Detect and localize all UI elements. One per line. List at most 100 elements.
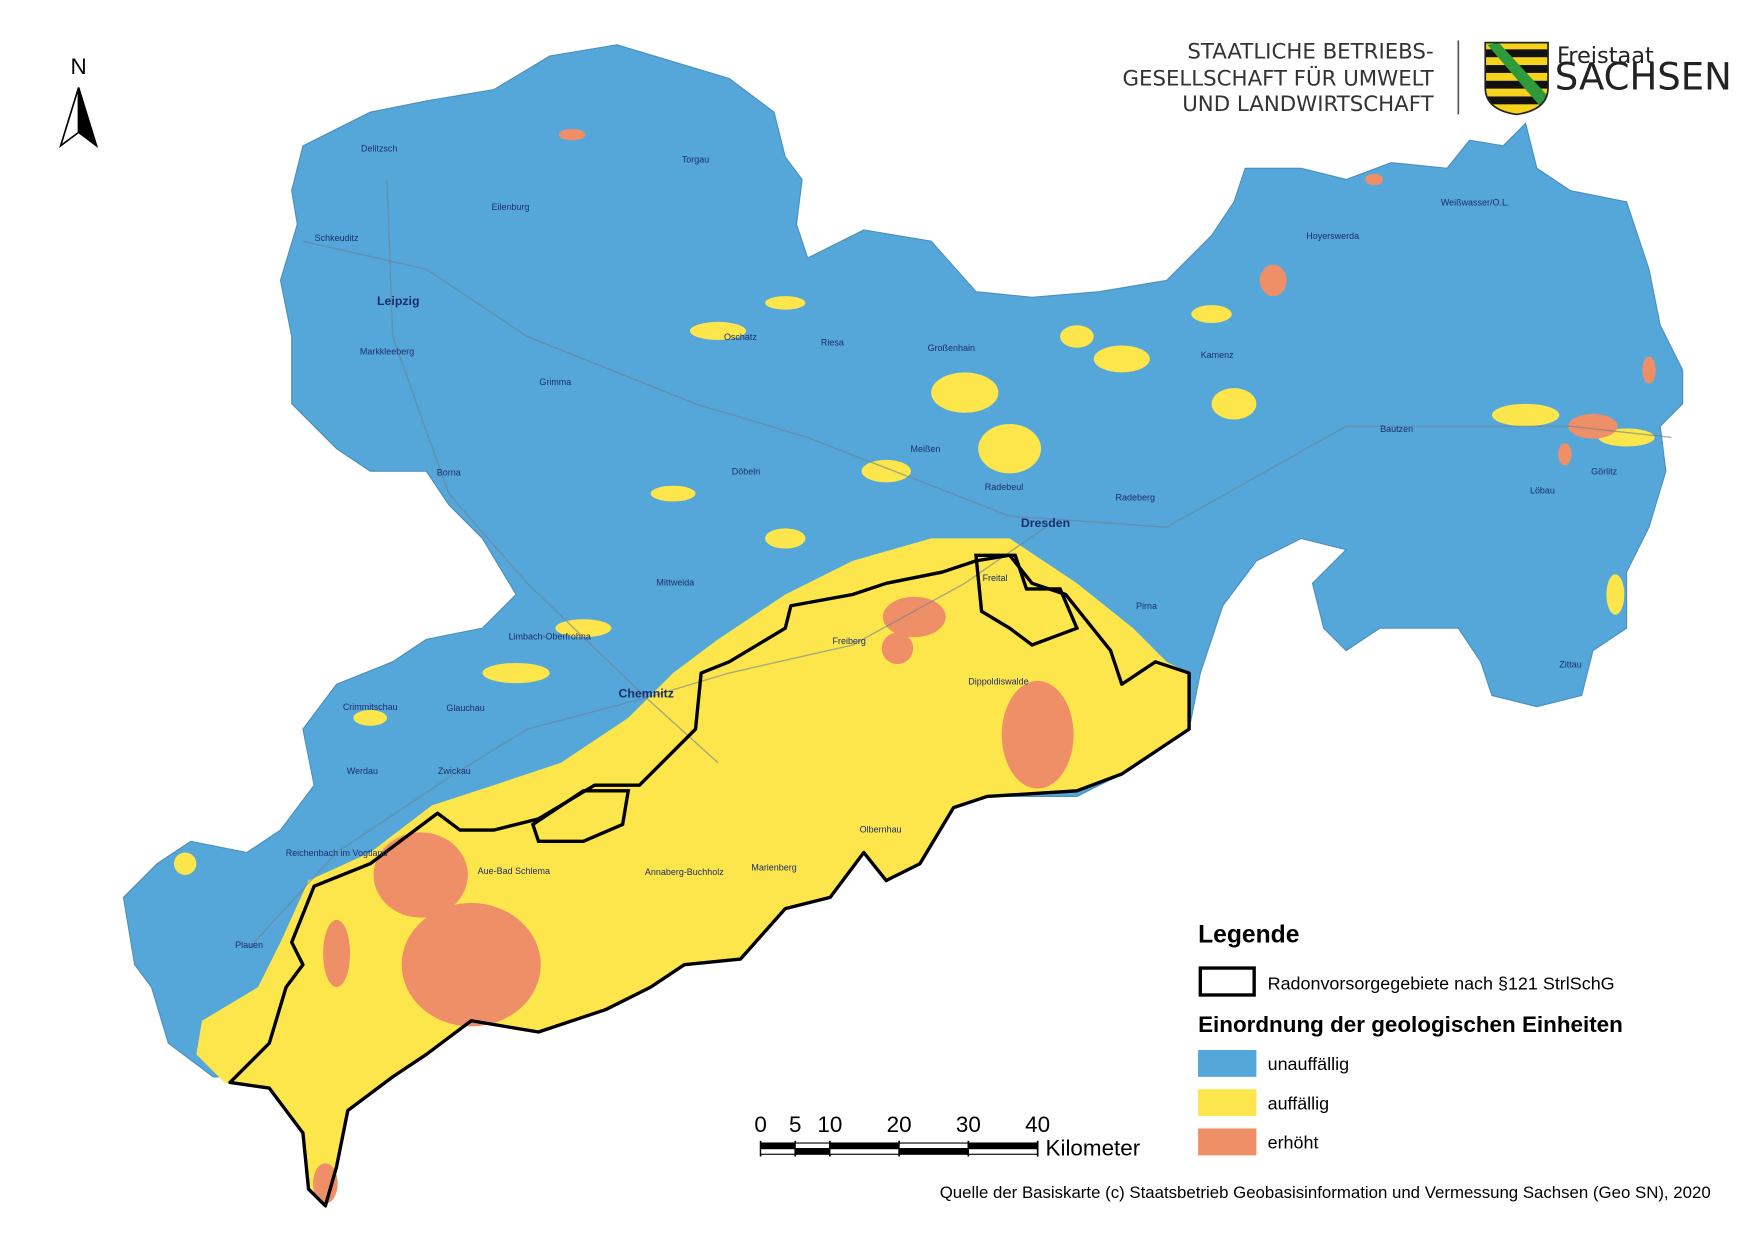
state-small: Freistaat (1557, 43, 1654, 69)
high-zone (1642, 356, 1656, 384)
legend: Legende Radonvorsorgegebiete nach §121 S… (1198, 921, 1623, 1156)
map-layers (122, 44, 1684, 1208)
source-note: Quelle der Basiskarte (c) Staatsbetrieb … (940, 1183, 1711, 1202)
place-label: Großenhain (928, 343, 975, 353)
place-label: Bautzen (1380, 424, 1413, 434)
place-label: Dresden (1021, 516, 1070, 530)
high-zone (1568, 413, 1618, 439)
high-zone (373, 832, 468, 918)
legend-boundary-label: Radonvorsorgegebiete nach §121 StrlSchG (1268, 973, 1615, 993)
high-zone (1558, 443, 1572, 466)
place-label: Reichenbach im Vogtland (286, 848, 388, 858)
high-zone (558, 128, 586, 141)
scale-segment (760, 1142, 796, 1150)
shield-stripe (1485, 80, 1549, 89)
place-label: Limbach-Oberfrohna (509, 631, 591, 641)
legend-swatch (1198, 1049, 1257, 1077)
scale-tick-label: 30 (956, 1112, 981, 1137)
elevated-patch (1606, 574, 1625, 615)
high-zone (401, 902, 541, 1027)
place-label: Markkleeberg (360, 346, 414, 356)
agency-line: STAATLICHE BETRIEBS- (1187, 39, 1433, 64)
legend-boundary-swatch (1198, 966, 1256, 997)
elevated-patch (689, 321, 747, 340)
scale-tick-label: 40 (1025, 1112, 1050, 1137)
elevated-patch (1491, 403, 1560, 427)
place-label: Pirna (1136, 601, 1157, 611)
road (302, 240, 1672, 528)
scale-tick-label: 10 (817, 1112, 842, 1137)
place-label: Werdau (347, 766, 378, 776)
place-label: Aue-Bad Schlema (478, 866, 550, 876)
place-label: Freiberg (833, 636, 866, 646)
elevated-patch (1191, 305, 1232, 324)
place-label: Chemnitz (618, 687, 673, 701)
rue-crown (1487, 42, 1549, 108)
legend-classes-title: Einordnung der geologischen Einheiten (1198, 1012, 1623, 1037)
agency-line: UND LANDWIRTSCHAFT (1182, 92, 1434, 117)
high-zone (313, 1163, 338, 1204)
scale-segment (898, 1148, 969, 1155)
legend-label: erhöht (1268, 1133, 1319, 1153)
scale-segment (760, 1148, 796, 1155)
shield-stripe (1485, 49, 1549, 58)
north-arrow-right (77, 87, 99, 149)
place-label: Riesa (821, 337, 844, 347)
place-label: Crimmitschau (343, 702, 398, 712)
road (248, 697, 647, 949)
high-zone (1001, 680, 1074, 789)
place-label: Radebeul (985, 482, 1023, 492)
scale-segment (829, 1148, 900, 1155)
state-large: SACHSEN (1555, 56, 1732, 99)
place-label: Eilenburg (491, 202, 529, 212)
place-label: Glauchau (446, 703, 484, 713)
place-label: Kamenz (1201, 350, 1234, 360)
coat-of-arms (1484, 41, 1549, 116)
shield-stripe (1485, 96, 1549, 105)
place-label: Weißwasser/O.L. (1441, 197, 1510, 207)
place-label: Zittau (1559, 659, 1581, 669)
high-zone (1365, 173, 1384, 186)
place-label: Meißen (911, 444, 941, 454)
scale-segment (829, 1142, 900, 1150)
place-label: Borna (437, 468, 461, 478)
legend-swatch (1198, 1128, 1257, 1156)
place-label: Leipzig (377, 294, 419, 308)
scale-unit: Kilometer (1046, 1135, 1141, 1160)
scale-segment (967, 1148, 1039, 1155)
place-label: Torgau (682, 155, 709, 165)
high-zone (1259, 264, 1287, 297)
elevated-patch (1060, 325, 1094, 348)
scale-segment (794, 1148, 831, 1155)
legend-label: unauffällig (1268, 1054, 1349, 1074)
elevated-patch (353, 710, 388, 726)
place-label: Freital (983, 573, 1008, 583)
radon-area-boundary (530, 789, 631, 843)
radon-area-boundary (974, 553, 1080, 647)
radon-area-boundary (228, 553, 1191, 1208)
shield-border (1484, 41, 1549, 116)
place-label: Görlitz (1591, 466, 1617, 476)
elevated-patch (861, 459, 911, 483)
place-label: Olbernhau (860, 824, 902, 834)
elevated-patch (765, 528, 806, 549)
place-labels: Delitzsch Torgau Eilenburg Schkeuditz Leipzi… (235, 143, 1617, 949)
place-label: Oschatz (724, 332, 757, 342)
scale-tick-label: 5 (789, 1112, 801, 1137)
elevated-patch (650, 485, 696, 502)
place-label: Annaberg-Buchholz (645, 867, 724, 877)
elevated-patch (931, 372, 999, 413)
scale-segment (967, 1142, 1039, 1150)
high-zone (882, 596, 946, 638)
place-label: Radeberg (1116, 492, 1155, 502)
elevated-patch (173, 852, 197, 875)
place-label: Zwickau (438, 766, 471, 776)
high-zone (881, 632, 914, 665)
scale-tick-label: 20 (887, 1112, 912, 1137)
place-label: Döbeln (732, 466, 760, 476)
high-zone (323, 919, 351, 988)
place-label: Marienberg (751, 862, 796, 872)
